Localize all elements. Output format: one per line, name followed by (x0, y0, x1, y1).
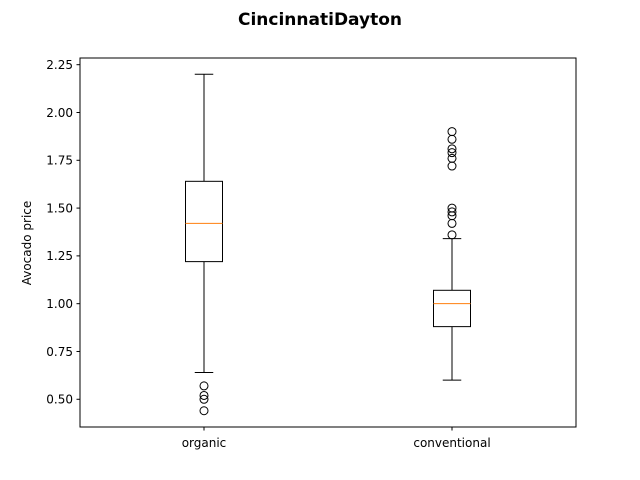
plot-area (79, 57, 577, 428)
outlier-point (199, 390, 209, 400)
outlier-point (447, 207, 457, 217)
outlier-point (447, 161, 457, 171)
outlier-point (447, 148, 457, 158)
x-tick-label: organic (182, 436, 227, 450)
y-tick-label: 1.50 (46, 201, 73, 215)
iqr-box (185, 180, 223, 263)
x-axis-ticks: organic conventional (182, 427, 491, 450)
outlier-point (447, 144, 457, 154)
y-tick-label: 0.50 (46, 393, 73, 407)
y-tick-label: 2.00 (46, 106, 73, 120)
y-tick-label: 0.75 (46, 345, 73, 359)
outlier-point (199, 381, 209, 391)
outlier-point (199, 406, 209, 416)
box-organic (185, 73, 223, 416)
outlier-point (199, 394, 209, 404)
x-tick-label: conventional (413, 436, 490, 450)
outlier-point (447, 127, 457, 137)
outlier-point (447, 218, 457, 228)
y-axis-ticks: 0.50 0.75 1.00 1.25 1.50 1.75 2.00 2.25 (46, 58, 80, 407)
y-tick-label: 1.00 (46, 297, 73, 311)
boxes-group (185, 73, 471, 416)
outlier-point (447, 134, 457, 144)
chart-title: CincinnatiDayton (238, 10, 402, 30)
y-tick-label: 1.25 (46, 249, 73, 263)
outlier-point (447, 153, 457, 163)
outlier-point (447, 230, 457, 240)
y-tick-label: 2.25 (46, 58, 73, 72)
y-axis-label: Avocado price (20, 201, 34, 286)
box-conventional (433, 127, 471, 381)
iqr-box (433, 289, 471, 328)
y-tick-label: 1.75 (46, 154, 73, 168)
